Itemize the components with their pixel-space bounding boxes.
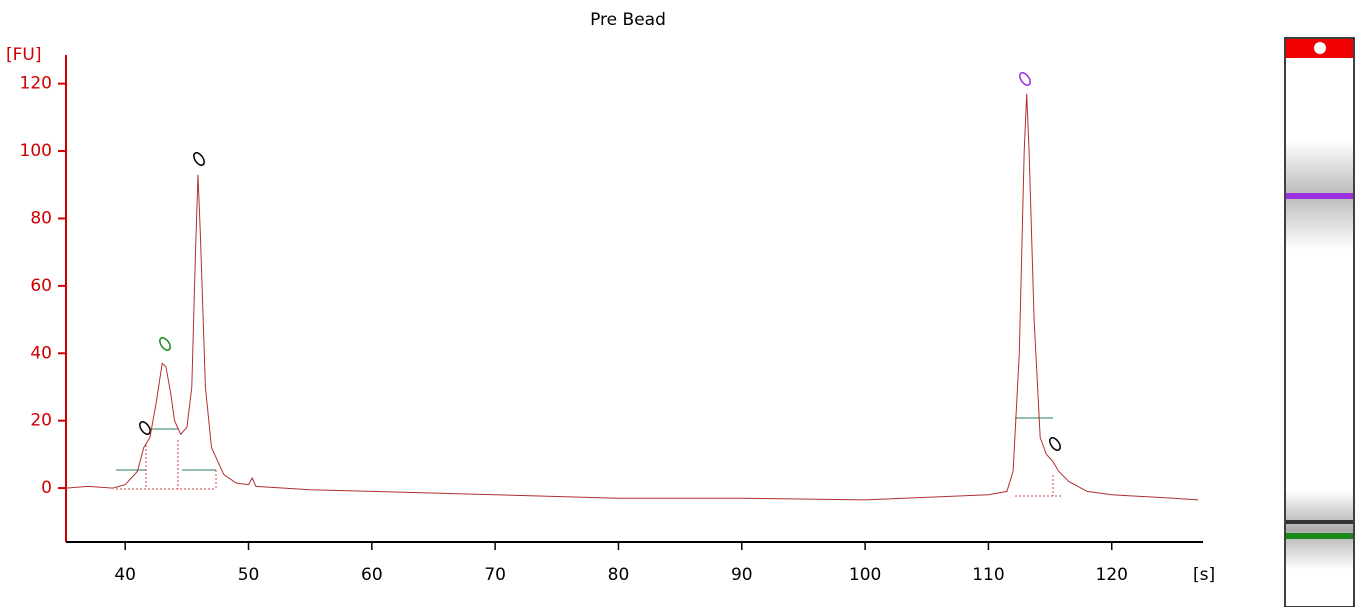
x-tick-label: 70 (484, 565, 506, 585)
y-axis-label: [FU] (6, 45, 42, 65)
x-axis-label: [s] (1193, 565, 1215, 585)
y-tick-label: 60 (30, 276, 52, 296)
x-tick-label: 60 (361, 565, 383, 585)
y-tick-label: 20 (30, 411, 52, 431)
y-tick-label: 80 (30, 208, 52, 228)
integration-marks (116, 417, 1062, 497)
x-tick-label: 80 (608, 565, 630, 585)
x-tick-label: 120 (1096, 565, 1128, 585)
y-tick-label: 0 (41, 478, 52, 498)
chart-title: Pre Bead (590, 10, 666, 30)
x-tick-label: 110 (972, 565, 1004, 585)
x-tick-label: 40 (114, 565, 136, 585)
y-tick-label: 100 (20, 141, 52, 161)
y-tick-label: 120 (20, 74, 52, 94)
x-tick-label: 100 (849, 565, 881, 585)
gel-lane (1284, 37, 1355, 607)
trace (65, 93, 1199, 501)
y-tick-label: 40 (30, 343, 52, 363)
x-tick-label: 90 (731, 565, 753, 585)
x-tick-label: 50 (238, 565, 260, 585)
peak-markers (139, 72, 1061, 451)
